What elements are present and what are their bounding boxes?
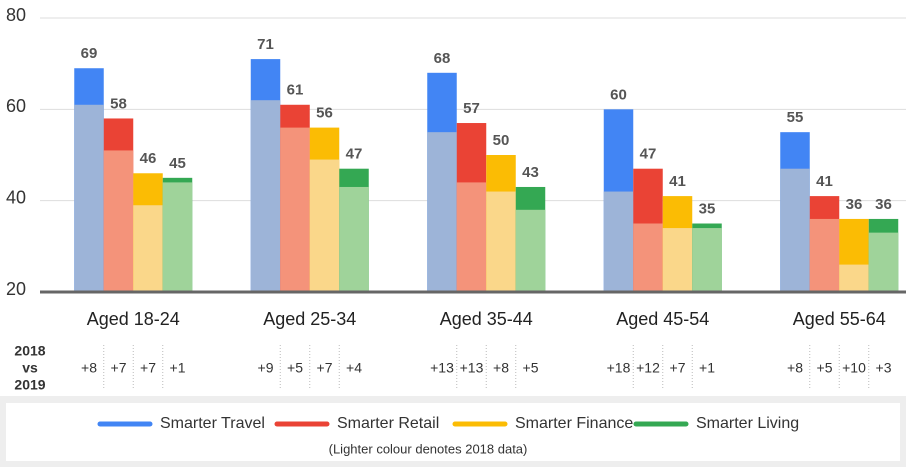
change-label: +12 [636, 360, 660, 376]
change-label: +13 [430, 360, 454, 376]
x-tick-label: Aged 55-64 [793, 309, 886, 329]
y-tick-label: 20 [6, 279, 26, 299]
change-label: +1 [170, 360, 186, 376]
value-label: 69 [81, 45, 98, 62]
legend-label: Smarter Retail [337, 415, 439, 432]
bar-2018 [427, 132, 457, 292]
change-label: +4 [346, 360, 362, 376]
bar-2018 [309, 159, 340, 292]
value-label: 41 [669, 173, 686, 190]
change-title: 2019 [14, 377, 45, 393]
legend-box [6, 403, 900, 461]
value-label: 41 [816, 173, 833, 190]
y-tick-label: 80 [6, 5, 26, 25]
note: (Lighter colour denotes 2018 data) [329, 441, 528, 456]
bar-2018 [780, 168, 810, 292]
value-label: 55 [787, 109, 804, 126]
value-label: 45 [169, 155, 186, 172]
value-label: 36 [846, 196, 863, 213]
change-label: +13 [460, 360, 484, 376]
change-label: +7 [670, 360, 686, 376]
change-title: vs [22, 360, 38, 376]
change-label: +5 [523, 360, 539, 376]
value-label: 47 [346, 146, 363, 163]
value-label: 61 [287, 82, 304, 99]
bar-2018 [250, 100, 281, 292]
legend-label: Smarter Finance [515, 415, 633, 432]
bar-2018 [280, 127, 310, 292]
change-label: +1 [699, 360, 715, 376]
value-label: 58 [110, 95, 127, 112]
bar-2018 [339, 186, 369, 292]
change-label: +8 [787, 360, 803, 376]
value-label: 46 [140, 150, 157, 167]
value-label: 60 [610, 86, 627, 103]
change-label: +9 [258, 360, 274, 376]
change-label: +5 [287, 360, 303, 376]
bar-2018 [603, 191, 634, 292]
bar-2018 [692, 228, 722, 292]
bar-2018 [456, 182, 487, 292]
bar-2018 [162, 182, 193, 292]
change-label: +8 [493, 360, 509, 376]
change-label: +8 [81, 360, 97, 376]
change-label: +7 [111, 360, 127, 376]
x-tick-label: Aged 45-54 [616, 309, 709, 329]
bar-2018 [809, 218, 840, 292]
value-label: 50 [493, 132, 510, 149]
bar-2018 [662, 228, 693, 292]
legend-label: Smarter Living [696, 415, 799, 432]
bar-2018 [633, 223, 663, 292]
change-label: +7 [140, 360, 156, 376]
y-tick-label: 60 [6, 96, 26, 116]
value-label: 56 [316, 105, 333, 122]
bar-2018 [515, 209, 546, 292]
value-label: 36 [875, 196, 892, 213]
value-label: 47 [640, 146, 657, 163]
bar-2018 [133, 205, 163, 292]
change-label: +7 [317, 360, 333, 376]
y-tick-label: 40 [6, 187, 26, 207]
change-label: +3 [876, 360, 892, 376]
change-title: 2018 [14, 343, 45, 359]
bar-2018 [486, 191, 516, 292]
x-tick-label: Aged 25-34 [263, 309, 356, 329]
change-label: +5 [817, 360, 833, 376]
x-tick-label: Aged 35-44 [440, 309, 533, 329]
bar-2018 [103, 150, 134, 292]
change-label: +18 [607, 360, 631, 376]
legend-label: Smarter Travel [160, 415, 265, 432]
change-label: +10 [842, 360, 866, 376]
x-tick-label: Aged 18-24 [87, 309, 180, 329]
bar-2018 [868, 232, 899, 292]
bar-2018 [74, 104, 104, 293]
value-label: 68 [434, 50, 451, 67]
value-label: 43 [522, 164, 539, 181]
bar-2018 [839, 264, 869, 292]
value-label: 35 [699, 200, 716, 217]
value-label: 71 [257, 36, 274, 53]
value-label: 57 [463, 100, 480, 117]
